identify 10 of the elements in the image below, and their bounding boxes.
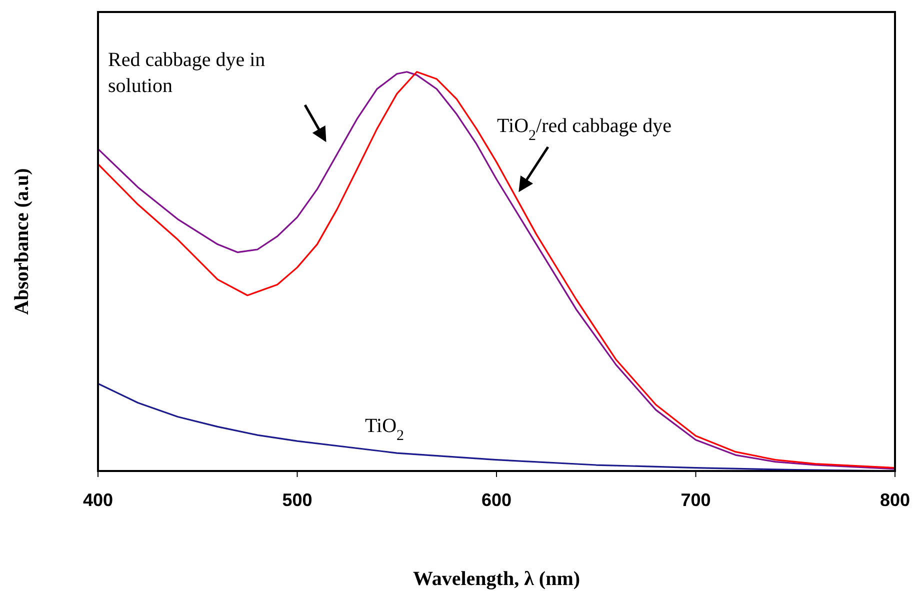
annotation: TiO$_{2}$/red cabbage dye <box>497 115 672 144</box>
x-tick-label: 400 <box>82 490 114 510</box>
y-axis-title: Absorbance (a.u) <box>11 168 33 315</box>
x-tick-label: 700 <box>680 490 711 510</box>
x-tick-label: 500 <box>282 490 312 510</box>
x-axis-title: Wavelength, λ (nm) <box>412 568 580 590</box>
annotation: Red cabbage dye in solution <box>108 49 266 97</box>
x-tick-label: 800 <box>880 490 910 510</box>
x-tick-label: 600 <box>481 490 512 510</box>
annotation: TiO$_{2}$ <box>365 415 404 444</box>
